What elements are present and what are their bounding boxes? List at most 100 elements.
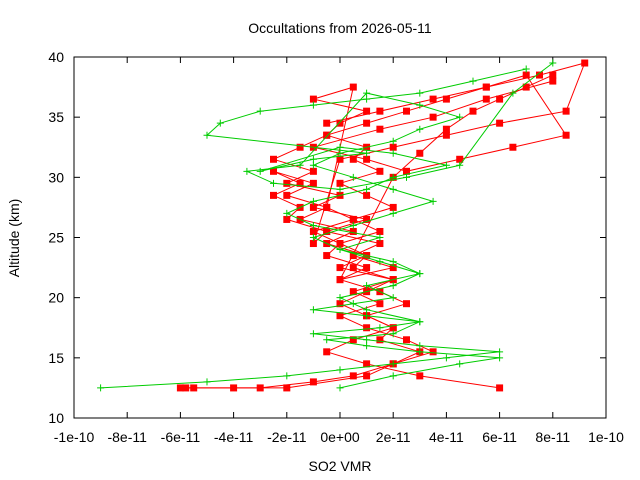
- data-point: [403, 300, 410, 308]
- data-point: [429, 113, 437, 121]
- data-point: [97, 384, 105, 392]
- y-tick-label: 35: [48, 109, 64, 125]
- data-point: [323, 203, 331, 211]
- x-tick-label: 8e-11: [535, 429, 570, 445]
- data-point: [309, 378, 317, 386]
- y-tick-label: 25: [48, 230, 64, 246]
- data-point: [363, 155, 371, 163]
- data-point: [176, 384, 184, 392]
- data-point: [389, 264, 397, 272]
- data-point: [416, 342, 424, 350]
- data-point: [522, 65, 530, 73]
- data-point: [296, 161, 304, 169]
- x-tick-label: -2e-11: [267, 429, 307, 445]
- data-point: [389, 149, 397, 157]
- data-point: [336, 179, 344, 187]
- chart-title: Occultations from 2026-05-11: [248, 20, 432, 36]
- data-point: [416, 318, 424, 326]
- data-point: [182, 384, 190, 392]
- data-point: [309, 95, 317, 103]
- series-red-1: [182, 59, 589, 392]
- data-point: [363, 185, 371, 193]
- series-line: [245, 62, 554, 389]
- data-point: [376, 324, 384, 332]
- data-point: [203, 378, 211, 386]
- data-point: [496, 119, 504, 127]
- data-point: [349, 155, 357, 163]
- data-point: [389, 294, 397, 302]
- data-point: [283, 179, 291, 187]
- data-point: [496, 354, 504, 362]
- data-point: [456, 360, 464, 368]
- data-point: [243, 167, 251, 175]
- data-point: [389, 203, 397, 211]
- y-axis-label: Altitude (km): [6, 199, 22, 278]
- x-tick-label: 2e-11: [376, 429, 411, 445]
- y-tick-label: 40: [48, 49, 64, 65]
- data-point: [482, 83, 490, 91]
- data-point: [309, 221, 317, 229]
- data-point: [549, 77, 557, 85]
- data-point: [363, 360, 371, 368]
- data-point: [323, 348, 331, 356]
- data-point: [256, 167, 264, 175]
- data-point: [363, 306, 371, 314]
- data-point: [283, 372, 291, 380]
- y-tick-label: 10: [48, 410, 64, 426]
- data-point: [469, 77, 477, 85]
- data-point: [203, 131, 211, 139]
- data-point: [283, 215, 291, 223]
- data-point: [416, 348, 424, 356]
- data-point: [376, 258, 384, 266]
- data-point: [363, 191, 371, 199]
- data-point: [389, 209, 397, 217]
- data-point: [376, 240, 384, 248]
- data-point: [363, 89, 371, 97]
- data-point: [336, 246, 344, 254]
- data-point: [549, 59, 557, 67]
- data-point: [270, 179, 277, 187]
- data-point: [509, 143, 517, 151]
- data-point: [336, 155, 344, 163]
- data-point: [376, 107, 384, 115]
- y-tick-label: 30: [48, 169, 64, 185]
- data-point: [403, 173, 410, 181]
- data-point: [309, 330, 317, 338]
- x-tick-label: 4e-11: [429, 429, 464, 445]
- data-point: [349, 215, 357, 223]
- data-point: [323, 227, 331, 235]
- series-green-3: [97, 65, 530, 392]
- data-point: [416, 149, 424, 157]
- data-point: [429, 95, 437, 103]
- data-point: [309, 101, 317, 109]
- data-point: [283, 384, 291, 392]
- data-point: [363, 215, 371, 223]
- data-point: [482, 95, 490, 103]
- data-point: [456, 155, 464, 163]
- data-point: [309, 167, 317, 175]
- data-point: [336, 185, 344, 193]
- x-tick-label: 1e-10: [588, 429, 624, 445]
- x-tick-label: -8e-11: [107, 429, 147, 445]
- x-tick-label: -1e-10: [54, 429, 95, 445]
- data-point: [416, 372, 424, 380]
- data-point: [270, 191, 277, 199]
- data-point: [309, 155, 317, 163]
- series-line: [185, 62, 586, 389]
- data-point: [336, 366, 344, 374]
- x-axis-label: SO2 VMR: [308, 458, 371, 474]
- data-point: [309, 179, 317, 187]
- data-point: [376, 300, 384, 308]
- data-point: [349, 252, 357, 260]
- data-point: [416, 125, 424, 133]
- x-tick-label: -6e-11: [161, 429, 201, 445]
- data-point: [283, 191, 291, 199]
- data-point: [309, 234, 317, 241]
- data-point: [349, 264, 357, 272]
- data-point: [270, 155, 277, 163]
- data-point: [323, 119, 331, 127]
- data-point: [323, 336, 331, 344]
- data-point: [363, 107, 371, 115]
- data-point: [349, 336, 357, 344]
